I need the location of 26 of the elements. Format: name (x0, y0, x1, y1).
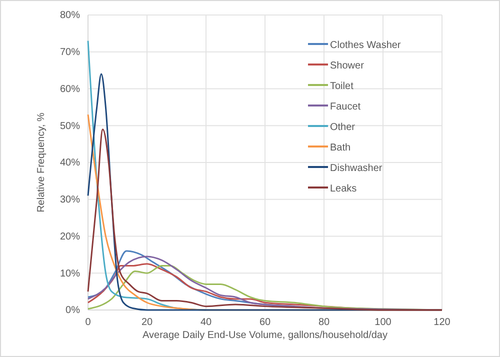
x-tick-label: 120 (434, 317, 451, 328)
legend-label: Clothes Washer (330, 40, 402, 51)
y-tick-label: 20% (60, 231, 80, 242)
y-tick-label: 0% (66, 305, 80, 316)
y-tick-label: 40% (60, 158, 80, 169)
y-tick-label: 70% (60, 47, 80, 58)
legend-label: Dishwasher (330, 163, 383, 174)
legend-label: Other (330, 122, 356, 133)
legend-label: Toilet (330, 81, 354, 92)
legend-label: Shower (330, 60, 365, 72)
x-tick-label: 80 (318, 317, 330, 328)
legend-label: Bath (330, 142, 351, 154)
x-tick-label: 40 (200, 317, 212, 328)
x-tick-label: 100 (374, 317, 392, 328)
y-tick-label: 80% (60, 10, 80, 22)
x-tick-label: 60 (259, 317, 271, 328)
y-tick-label: 60% (60, 84, 80, 95)
x-tick-label: 0 (85, 317, 92, 328)
y-axis-title: Relative Frequency, % (36, 112, 47, 212)
legend-label: Faucet (330, 102, 361, 112)
legend-label: Leaks (330, 184, 357, 194)
y-tick-label: 50% (60, 120, 80, 132)
y-tick-label: 10% (60, 268, 80, 280)
y-tick-label: 30% (60, 194, 80, 206)
x-axis-title: Average Daily End-Use Volume, gallons/household/day (142, 330, 388, 341)
x-tick-label: 20 (141, 317, 153, 328)
